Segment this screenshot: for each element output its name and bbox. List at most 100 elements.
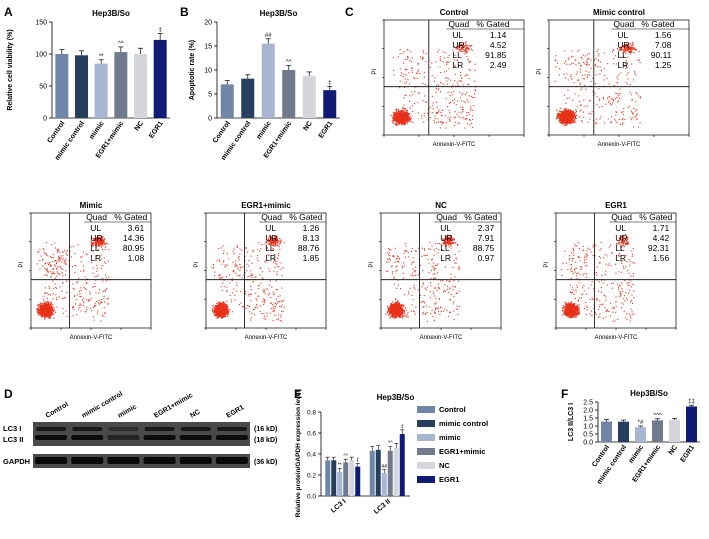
scatter-point [608,102,610,104]
panel-letter-d: D [4,387,13,401]
scatter-point [64,260,66,262]
scatter-point [101,314,103,316]
scatter-point [458,46,460,48]
scatter-point [449,112,451,114]
scatter-point [445,127,447,129]
scatter-point [78,304,80,306]
quad-value: 91.85 [485,50,507,60]
scatter-point [59,273,61,276]
scatter-point [411,67,413,69]
x-tick-label: Control [212,120,232,144]
scatter-point [103,257,105,259]
scatter-point [45,305,47,308]
scatter-point [443,57,445,59]
scatter-point [559,107,561,109]
scatter-point [44,306,46,308]
scatter-point [570,119,572,121]
scatter-point [636,114,638,116]
scatter-point [439,66,441,68]
scatter-point [59,265,61,268]
scatter-point [100,254,102,256]
scatter-point [74,271,76,273]
scatter-point [557,114,560,117]
scatter-point [80,290,82,292]
scatter-point [398,113,400,115]
bar-egr1 [686,406,697,442]
scatter-point [410,115,412,117]
scatter-point [42,311,44,313]
scatter-point [49,294,51,296]
scatter-point [458,116,460,118]
scatter-point [608,96,611,98]
scatter-point [423,121,425,123]
scatter-point [402,62,405,64]
scatter-point [429,107,431,109]
bar-mimic-control [618,421,629,442]
scatter-point [569,109,571,111]
scatter-point [565,112,567,114]
scatter-point [560,111,562,113]
quad-label: UR [617,40,629,50]
scatter-point [407,119,409,122]
scatter-point [227,310,229,312]
scatter-point [629,91,631,93]
scatter-point [566,118,568,120]
scatter-point [62,307,64,310]
scatter-point [630,110,632,112]
scatter-point [566,113,568,115]
scatter-point [439,56,441,58]
scatter-point [466,74,468,76]
scatter-point [407,113,409,115]
scatter-point [101,236,103,238]
scatter-point [466,123,468,125]
scatter-point [45,306,48,308]
scatter-point [92,286,94,288]
scatter-point [54,265,56,267]
scatter-point [99,243,101,245]
scatter-point [95,237,97,239]
scatter-point [100,239,102,242]
scatter-point [449,94,451,96]
scatter-point [84,288,86,290]
scatter-point [626,49,629,52]
scatter-point [38,251,40,253]
scatter-point [574,93,576,95]
scatter-points [211,235,285,322]
scatter-point [61,282,64,284]
scatter-point [46,305,48,307]
scatter-point [80,261,82,263]
scatter-point [102,245,104,247]
scatter-point [46,308,49,310]
scatter-point [73,295,76,297]
scatter-point [565,119,567,122]
scatter-point [405,94,407,96]
scatter-point [48,263,50,265]
scatter-point [447,78,449,80]
scatter-point [455,121,457,123]
scatter-point [102,240,104,242]
scatter-point [404,122,406,124]
scatter-point [442,121,444,124]
scatter-point [45,315,47,317]
scatter-point [409,100,411,102]
scatter-point [49,287,51,289]
scatter-point [100,246,102,248]
scatter-point [99,242,101,244]
scatter-point [94,282,96,285]
scatter-point [601,105,603,108]
scatter-point [402,120,404,123]
scatter-point [580,56,582,58]
scatter-point [598,106,600,108]
scatter-point [473,93,475,95]
scatter-point [402,115,404,118]
scatter-point [410,51,412,53]
scatter-point [409,120,411,122]
scatter-point [582,111,585,113]
scatter-point [59,257,61,259]
scatter-point [589,118,591,120]
scatter-point [55,311,57,313]
panel-letter-b: B [180,5,189,19]
scatter-point [50,301,52,303]
scatter-point [40,304,42,306]
